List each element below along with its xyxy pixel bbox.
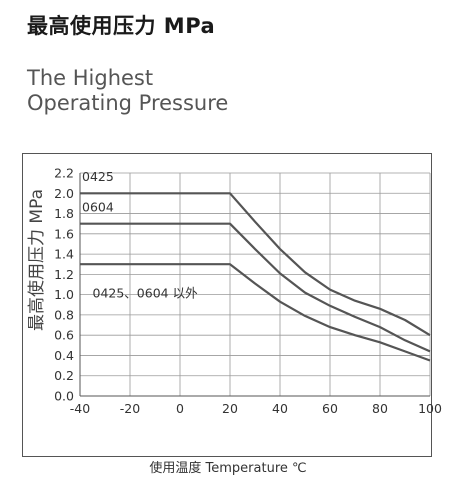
series-label-1: 0425 xyxy=(82,169,114,184)
x-tick-label: -40 xyxy=(70,401,90,416)
series-label-2: 0604 xyxy=(82,200,114,215)
chart-title-en: The Highest Operating Pressure xyxy=(27,66,228,116)
y-tick-label: 2.0 xyxy=(54,186,74,201)
series-line-2 xyxy=(80,222,431,353)
series-lines xyxy=(80,192,431,362)
x-tick-label: 20 xyxy=(222,401,238,416)
x-tick-label: 0 xyxy=(176,401,184,416)
y-tick-label: 1.0 xyxy=(54,287,74,302)
x-axis-label: 使用温度 Temperature ℃ xyxy=(149,460,306,476)
y-tick-label: 1.6 xyxy=(54,226,74,241)
y-tick-label: 0.8 xyxy=(54,307,74,322)
y-tick-label: 0.6 xyxy=(54,328,74,343)
y-tick-label: 0.4 xyxy=(54,348,74,363)
y-tick-label: 1.8 xyxy=(54,206,74,221)
tick-labels: 0.0 0.2 0.4 0.6 0.8 1.0 1.2 1.4 1.6 1.8 2.0 2.2 -40 -… xyxy=(54,166,442,417)
series-labels: 0425 0604 0425、0604 以外 xyxy=(82,169,198,301)
y-axis-label: 最高使用压力 MPa xyxy=(26,189,47,331)
y-tick-label: 0.0 xyxy=(54,389,74,404)
series-line-1 xyxy=(80,192,431,337)
axes xyxy=(79,173,430,397)
chart-title-en-line2: Operating Pressure xyxy=(27,91,229,115)
x-tick-label: 100 xyxy=(418,401,442,416)
y-tick-label: 2.2 xyxy=(54,166,74,181)
series-line-3 xyxy=(80,263,431,362)
chart-frame xyxy=(22,153,432,457)
x-tick-label: 60 xyxy=(322,401,338,416)
y-tick-label: 1.4 xyxy=(54,247,74,262)
x-tick-label: 40 xyxy=(272,401,288,416)
y-tick-label: 1.2 xyxy=(54,267,74,282)
x-tick-label: -20 xyxy=(120,401,140,416)
chart-title-cn: 最高使用压力 MPa xyxy=(27,14,216,38)
chart-title-en-line1: The Highest xyxy=(27,66,154,90)
y-tick-label: 0.2 xyxy=(54,368,74,383)
series-label-3: 0425、0604 以外 xyxy=(93,286,199,301)
x-tick-label: 80 xyxy=(372,401,388,416)
